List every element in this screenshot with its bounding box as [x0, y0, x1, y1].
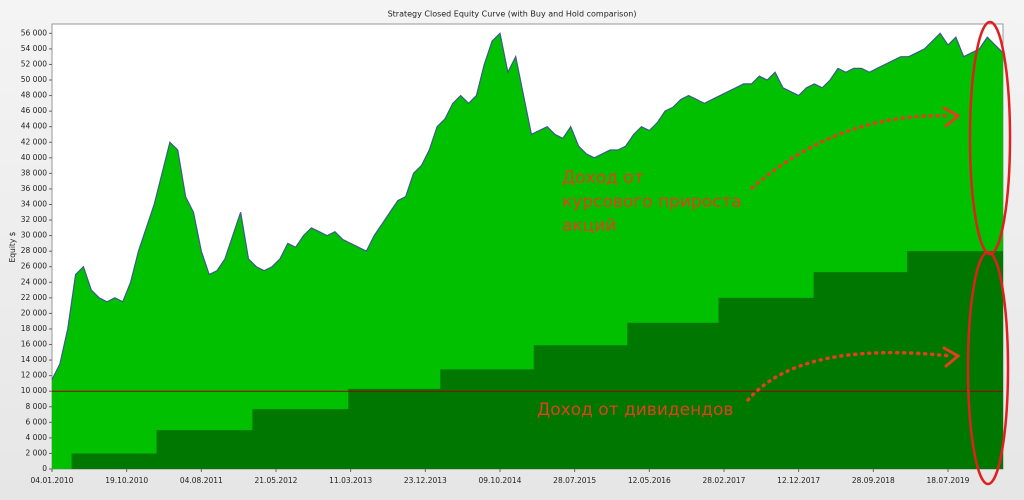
annotation: курсового прироста [562, 192, 742, 212]
y-tick-label: 20 000 [21, 308, 47, 317]
y-tick-label: 42 000 [21, 137, 47, 146]
y-tick-label: 40 000 [21, 153, 47, 162]
y-tick-label: 18 000 [21, 324, 47, 333]
annotation: акций [562, 216, 616, 236]
y-tick-label: 50 000 [21, 75, 47, 84]
y-tick-label: 14 000 [21, 355, 47, 364]
equity-line [51, 32, 1004, 380]
y-tick-label: 34 000 [21, 199, 47, 208]
arrow [746, 350, 952, 402]
x-tick-label: 09.10.2014 [479, 476, 522, 485]
x-tick-label: 04.01.2010 [31, 476, 74, 485]
annotation: Доход от дивидендов [537, 400, 733, 420]
y-tick-label: 28 000 [21, 246, 47, 255]
y-tick-label: 26 000 [21, 262, 47, 271]
x-tick-label: 21.05.2012 [255, 476, 298, 485]
highlights [966, 20, 1012, 486]
arrow [750, 114, 952, 190]
y-tick-label: 54 000 [21, 44, 47, 53]
y-tick-label: 52 000 [21, 59, 47, 68]
y-tick-label: 10 000 [21, 386, 47, 395]
y-tick-label: 22 000 [21, 293, 47, 302]
x-tick-label: 23.12.2013 [404, 476, 447, 485]
arrows [746, 106, 961, 402]
y-tick-label: 16 000 [21, 340, 47, 349]
plot-layer: 0 2 000 4 000 6 000 8 000 10 000 12 000 14 000 1… [21, 28, 1004, 485]
y-tick-label: 24 000 [21, 277, 47, 286]
x-tick-label: 19.10.2010 [105, 476, 148, 485]
x-tick-label: 12.05.2016 [628, 476, 671, 485]
y-tick-label: 0 [42, 464, 47, 473]
x-tick-label: 28.07.2015 [553, 476, 596, 485]
x-tick-label: 12.12.2017 [777, 476, 820, 485]
y-tick-label: 12 000 [21, 371, 47, 380]
x-tick-label: 28.02.2017 [703, 476, 746, 485]
y-axis-label: Equity $ [8, 231, 17, 262]
y-tick-label: 8 000 [26, 402, 48, 411]
y-tick-label: 36 000 [21, 184, 47, 193]
highlight-ellipse [966, 250, 1010, 486]
chart-title: Strategy Closed Equity Curve (with Buy a… [388, 10, 637, 19]
annotation: Доход от [562, 168, 644, 188]
x-tick-label: 11.03.2013 [329, 476, 372, 485]
dividend-area [52, 251, 1003, 469]
y-tick-label: 44 000 [21, 122, 47, 131]
y-tick-label: 46 000 [21, 106, 47, 115]
x-tick-label: 18.07.2019 [927, 476, 970, 485]
y-tick-label: 32 000 [21, 215, 47, 224]
y-tick-label: 48 000 [21, 91, 47, 100]
y-tick-label: 2 000 [26, 448, 48, 457]
y-tick-label: 4 000 [26, 433, 48, 442]
y-tick-label: 38 000 [21, 168, 47, 177]
x-tick-label: 04.08.2011 [180, 476, 223, 485]
arrow-head [942, 346, 961, 368]
y-tick-label: 30 000 [21, 231, 47, 240]
x-tick-label: 28.09.2018 [852, 476, 895, 485]
y-tick-label: 6 000 [26, 417, 48, 426]
y-tick-label: 56 000 [21, 28, 47, 37]
arrow-head [942, 106, 961, 128]
